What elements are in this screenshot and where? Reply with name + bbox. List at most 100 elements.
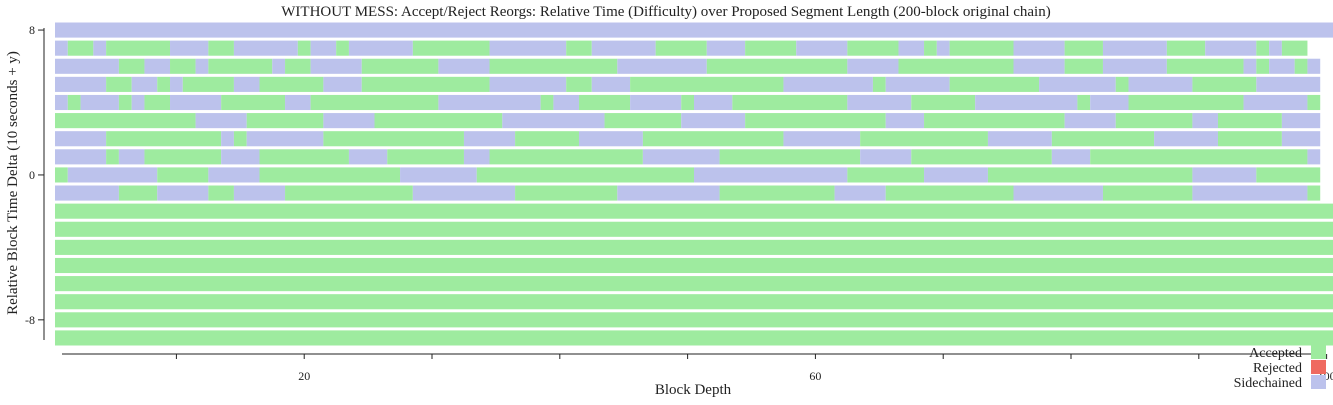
heatmap-cell-sidechained: [170, 76, 183, 92]
heatmap-cell-accepted: [285, 185, 413, 201]
heatmap-cell-accepted: [924, 40, 937, 56]
heatmap-cell-sidechained: [195, 113, 247, 129]
heatmap-cell-accepted: [515, 185, 618, 201]
heatmap-cell-accepted: [515, 131, 579, 147]
heatmap-cell-sidechained: [195, 58, 209, 74]
heatmap-cell-sidechained: [1307, 149, 1321, 165]
heatmap-cell-sidechained: [1102, 40, 1167, 56]
heatmap-cell-accepted: [118, 58, 145, 74]
heatmap-cell-accepted: [1064, 58, 1103, 74]
heatmap-cell-accepted: [604, 113, 682, 129]
heatmap-cell-sidechained: [310, 40, 337, 56]
y-tick-label: -8: [25, 313, 35, 327]
heatmap-cell-sidechained: [783, 131, 861, 147]
heatmap-cell-sidechained: [233, 40, 298, 56]
heatmap-cell-accepted: [1217, 113, 1282, 129]
heatmap-cell-accepted: [1090, 149, 1308, 165]
y-axis-label: Relative Block Time Delta (10 seconds + …: [5, 51, 21, 315]
heatmap-cell-sidechained: [591, 76, 631, 92]
heatmap-cell-accepted: [55, 203, 1333, 219]
heatmap-cell-accepted: [144, 149, 222, 165]
heatmap-cell-accepted: [489, 58, 618, 74]
heatmap-cell-sidechained: [55, 40, 68, 56]
heatmap-cell-sidechained: [885, 76, 950, 92]
heatmap-cell-sidechained: [975, 94, 1078, 111]
heatmap-cell-sidechained: [578, 131, 643, 147]
heatmap-cell-accepted: [630, 76, 784, 92]
heatmap-cell-accepted: [55, 167, 68, 183]
heatmap-cell-sidechained: [898, 40, 925, 56]
heatmap-cell-accepted: [259, 76, 324, 92]
heatmap-cell-accepted: [170, 58, 196, 74]
heatmap-cell-accepted: [310, 94, 439, 111]
heatmap-cell-sidechained: [55, 76, 107, 92]
heatmap-cell-accepted: [745, 40, 797, 56]
heatmap-cell-accepted: [1064, 40, 1103, 56]
y-tick-label: 8: [29, 23, 35, 37]
heatmap-cell-accepted: [106, 76, 132, 92]
heatmap-cell-accepted: [566, 40, 592, 56]
heatmap-cell-accepted: [1307, 185, 1321, 201]
legend-label-accepted: Accepted: [1249, 346, 1302, 361]
heatmap-cell-sidechained: [1243, 94, 1308, 111]
heatmap-cell-accepted: [745, 113, 886, 129]
heatmap-cell-sidechained: [1013, 40, 1065, 56]
heatmap-cell-accepted: [872, 76, 886, 92]
heatmap-cell-sidechained: [591, 40, 656, 56]
legend-label-sidechained: Sidechained: [1234, 376, 1302, 391]
heatmap-cell-accepted: [476, 167, 694, 183]
heatmap-cell-sidechained: [55, 94, 68, 111]
heatmap-cell-accepted: [1102, 185, 1193, 201]
heatmap-cell-sidechained: [1269, 40, 1282, 56]
heatmap-cell-sidechained: [796, 40, 848, 56]
heatmap-cell-accepted: [259, 167, 401, 183]
heatmap-cell-sidechained: [1243, 58, 1257, 74]
heatmap-cell-accepted: [157, 167, 209, 183]
x-tick-label: 60: [809, 369, 821, 383]
heatmap-cell-accepted: [297, 40, 311, 56]
heatmap-cell-sidechained: [80, 94, 119, 111]
heatmap-cell-sidechained: [55, 58, 119, 74]
x-tick-label: 20: [298, 369, 310, 383]
heatmap-cell-accepted: [1294, 58, 1308, 74]
heatmap-cell-accepted: [208, 40, 234, 56]
heatmap-cell-sidechained: [55, 131, 107, 147]
heatmap-cell-sidechained: [706, 40, 746, 56]
heatmap-cell-accepted: [987, 167, 1193, 183]
heatmap-cell-accepted: [182, 76, 234, 92]
heatmap-cell-sidechained: [170, 40, 209, 56]
heatmap-cell-sidechained: [233, 76, 260, 92]
heatmap-cell-sidechained: [987, 131, 1052, 147]
heatmap-cell-accepted: [911, 94, 976, 111]
heatmap-cell-sidechained: [1128, 76, 1193, 92]
heatmap-cell-sidechained: [860, 149, 912, 165]
heatmap-cell-accepted: [55, 276, 1333, 292]
heatmap-cell-accepted: [1166, 40, 1206, 56]
heatmap-cell-accepted: [118, 185, 158, 201]
heatmap-cell-sidechained: [208, 167, 260, 183]
heatmap-cell-sidechained: [847, 58, 899, 74]
heatmap-cell-sidechained: [1256, 76, 1321, 92]
heatmap-cell-sidechained: [694, 94, 733, 111]
heatmap-cell-accepted: [55, 239, 1333, 255]
heatmap-cell-sidechained: [1154, 131, 1218, 147]
heatmap-cell-sidechained: [463, 131, 516, 147]
heatmap-cell-sidechained: [348, 149, 388, 165]
heatmap-cell-sidechained: [642, 149, 720, 165]
heatmap-cells: [55, 22, 1333, 346]
heatmap-cell-accepted: [323, 131, 464, 147]
heatmap-cell-accepted: [106, 149, 119, 165]
legend-swatch-accepted: [1311, 345, 1326, 359]
heatmap-cell-accepted: [1077, 94, 1091, 111]
legend-label-rejected: Rejected: [1253, 361, 1302, 376]
heatmap-cell-sidechained: [617, 185, 720, 201]
heatmap-cell-sidechained: [157, 185, 209, 201]
heatmap-cell-accepted: [655, 40, 707, 56]
heatmap-cell-sidechained: [170, 94, 222, 111]
heatmap-cell-accepted: [1256, 167, 1321, 183]
heatmap-cell-sidechained: [55, 22, 1333, 38]
heatmap-cell-accepted: [1307, 94, 1321, 111]
heatmap-cell-sidechained: [885, 113, 925, 129]
heatmap-cell-accepted: [847, 40, 899, 56]
